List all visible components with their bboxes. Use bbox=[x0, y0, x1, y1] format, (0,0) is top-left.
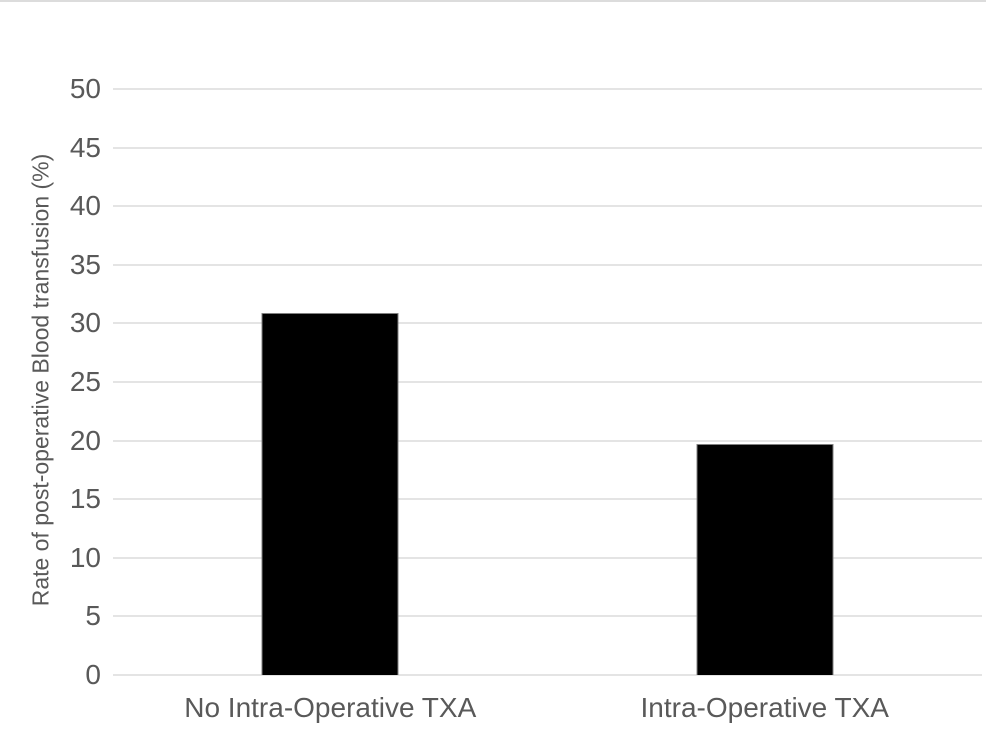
bar-slot-1 bbox=[113, 89, 548, 675]
y-tick-label: 10 bbox=[69, 541, 101, 573]
y-axis-ticks: 0 5 10 15 20 25 30 35 40 45 50 bbox=[0, 75, 101, 689]
gridline bbox=[113, 381, 982, 383]
bar-2 bbox=[696, 444, 834, 675]
y-tick-label: 25 bbox=[69, 366, 101, 397]
gridline bbox=[113, 674, 982, 676]
category-label-1: No Intra-Operative TXA bbox=[184, 692, 477, 723]
y-tick-label: 15 bbox=[69, 483, 101, 515]
y-tick-label: 20 bbox=[69, 424, 101, 456]
y-tick-label: 35 bbox=[69, 248, 101, 280]
gridline bbox=[113, 88, 982, 90]
y-tick-label: 50 bbox=[69, 73, 101, 104]
plot-area bbox=[113, 88, 982, 676]
bars-layer bbox=[113, 89, 982, 675]
x-axis-labels: No Intra-Operative TXA Intra-Operative TX… bbox=[113, 692, 982, 724]
gridline bbox=[113, 615, 982, 618]
bar-1 bbox=[261, 312, 399, 675]
gridline bbox=[113, 556, 982, 559]
gridline bbox=[113, 263, 982, 266]
y-tick-label: 0 bbox=[85, 659, 101, 690]
bar-slot-2 bbox=[548, 89, 983, 675]
gridline bbox=[113, 205, 982, 208]
gridline bbox=[113, 439, 982, 442]
category-label-2: Intra-Operative TXA bbox=[640, 692, 889, 723]
gridline bbox=[113, 146, 982, 149]
gridline bbox=[113, 498, 982, 501]
y-tick-label: 30 bbox=[69, 307, 101, 339]
y-tick-label: 40 bbox=[69, 190, 101, 222]
y-tick-label: 45 bbox=[69, 131, 101, 163]
y-tick-label: 5 bbox=[85, 600, 101, 632]
gridline bbox=[113, 322, 982, 325]
